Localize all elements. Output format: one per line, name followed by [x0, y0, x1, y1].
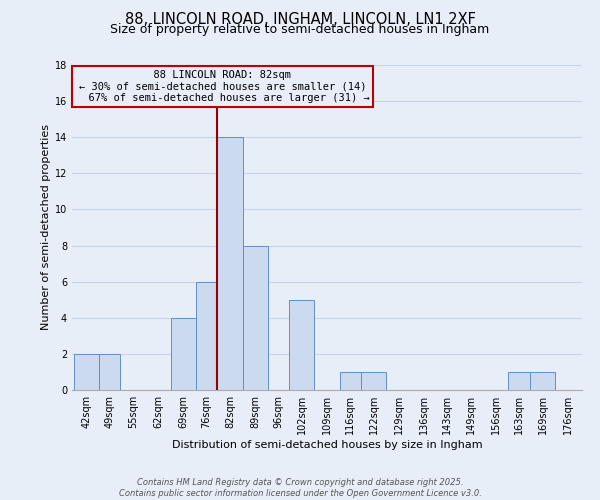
- Bar: [508, 372, 530, 390]
- Bar: [340, 372, 361, 390]
- X-axis label: Distribution of semi-detached houses by size in Ingham: Distribution of semi-detached houses by …: [172, 440, 482, 450]
- Bar: [171, 318, 196, 390]
- Text: Contains HM Land Registry data © Crown copyright and database right 2025.
Contai: Contains HM Land Registry data © Crown c…: [119, 478, 481, 498]
- Bar: [530, 372, 555, 390]
- Bar: [242, 246, 268, 390]
- Bar: [74, 354, 99, 390]
- Bar: [217, 137, 242, 390]
- Bar: [196, 282, 217, 390]
- Bar: [99, 354, 121, 390]
- Text: 88 LINCOLN ROAD: 82sqm  
← 30% of semi-detached houses are smaller (14)
  67% of: 88 LINCOLN ROAD: 82sqm ← 30% of semi-det…: [76, 70, 370, 103]
- Bar: [289, 300, 314, 390]
- Bar: [361, 372, 386, 390]
- Text: Size of property relative to semi-detached houses in Ingham: Size of property relative to semi-detach…: [110, 22, 490, 36]
- Text: 88, LINCOLN ROAD, INGHAM, LINCOLN, LN1 2XF: 88, LINCOLN ROAD, INGHAM, LINCOLN, LN1 2…: [125, 12, 475, 28]
- Y-axis label: Number of semi-detached properties: Number of semi-detached properties: [41, 124, 50, 330]
